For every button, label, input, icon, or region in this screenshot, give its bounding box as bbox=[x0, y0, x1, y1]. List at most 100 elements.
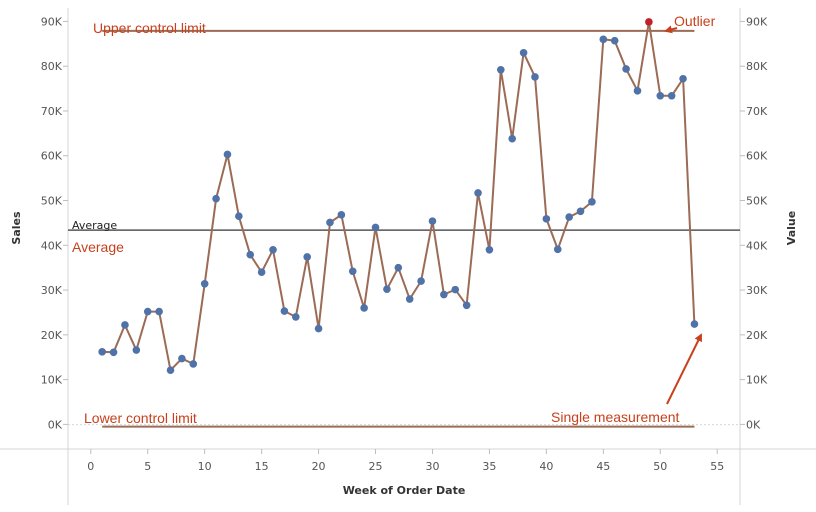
data-point[interactable] bbox=[132, 346, 141, 354]
y-tick-label-right: 20K bbox=[746, 329, 768, 342]
average-annotation: Average bbox=[72, 239, 124, 255]
outlier-point[interactable] bbox=[645, 18, 653, 26]
outlier-arrow bbox=[664, 25, 678, 34]
data-point[interactable] bbox=[656, 91, 665, 100]
data-point[interactable] bbox=[269, 245, 277, 254]
data-point[interactable] bbox=[519, 48, 528, 57]
x-tick-label: 0 bbox=[87, 460, 94, 473]
x-tick-label: 45 bbox=[596, 460, 610, 473]
y-axis-left: 0K 10K 20K 30K 40K 50K 60K 70K 80K 90K bbox=[41, 15, 68, 431]
data-point[interactable] bbox=[622, 65, 630, 73]
x-tick-label: 20 bbox=[312, 460, 326, 473]
data-point[interactable] bbox=[326, 218, 334, 227]
data-point[interactable] bbox=[383, 285, 391, 293]
data-point[interactable] bbox=[200, 279, 209, 288]
x-tick-label: 35 bbox=[482, 460, 496, 473]
data-point[interactable] bbox=[348, 267, 357, 276]
data-point[interactable] bbox=[235, 212, 243, 220]
data-point[interactable] bbox=[485, 245, 494, 254]
data-point[interactable] bbox=[371, 223, 380, 232]
y-axis-right: 0K 10K 20K 30K 40K 50K 60K 70K 80K 90K bbox=[740, 15, 768, 431]
data-point[interactable] bbox=[360, 304, 368, 312]
y-tick-label-right: 10K bbox=[746, 374, 768, 387]
y-tick-label-left: 20K bbox=[41, 329, 63, 342]
reference-lines bbox=[68, 29, 740, 428]
data-point[interactable] bbox=[588, 198, 596, 206]
data-point[interactable] bbox=[109, 348, 118, 357]
x-axis: 0 5 10 15 20 25 30 35 40 45 50 55 bbox=[87, 449, 724, 473]
single-measurement-arrow bbox=[666, 333, 702, 405]
y-tick-label-right: 60K bbox=[746, 150, 768, 163]
x-tick-label: 30 bbox=[425, 460, 439, 473]
data-point[interactable] bbox=[679, 74, 687, 83]
data-point[interactable] bbox=[178, 354, 186, 363]
data-point[interactable] bbox=[565, 213, 573, 221]
data-point[interactable] bbox=[223, 150, 232, 159]
data-point[interactable] bbox=[291, 313, 300, 321]
data-point[interactable] bbox=[690, 320, 699, 328]
data-point[interactable] bbox=[405, 295, 414, 303]
data-point[interactable] bbox=[497, 65, 505, 74]
data-point[interactable] bbox=[531, 73, 539, 81]
y-tick-label-right: 50K bbox=[746, 195, 768, 208]
data-point[interactable] bbox=[633, 87, 642, 95]
data-point[interactable] bbox=[155, 307, 163, 316]
data-point[interactable] bbox=[257, 268, 266, 276]
y-tick-label-left: 40K bbox=[41, 239, 63, 252]
x-tick-label: 40 bbox=[539, 460, 553, 473]
data-point[interactable] bbox=[166, 366, 175, 375]
data-point[interactable] bbox=[440, 290, 448, 299]
data-point[interactable] bbox=[667, 91, 676, 100]
data-point[interactable] bbox=[394, 263, 403, 272]
data-point[interactable] bbox=[417, 277, 425, 285]
data-point[interactable] bbox=[462, 301, 471, 310]
y-tick-label-right: 40K bbox=[746, 239, 768, 252]
data-point[interactable] bbox=[542, 215, 551, 223]
data-point[interactable] bbox=[98, 348, 106, 356]
series-layer bbox=[102, 21, 696, 373]
x-tick-label: 55 bbox=[710, 460, 724, 473]
data-point[interactable] bbox=[599, 35, 608, 44]
y-tick-label-left: 90K bbox=[41, 15, 63, 28]
data-point[interactable] bbox=[576, 207, 585, 216]
y-tick-label-left: 50K bbox=[41, 195, 63, 208]
y-tick-label-right: 0K bbox=[746, 418, 761, 431]
x-tick-label: 50 bbox=[653, 460, 667, 473]
y-axis-title-left: Sales bbox=[10, 211, 23, 245]
sales-series-line bbox=[102, 21, 696, 373]
y-tick-label-right: 90K bbox=[746, 15, 768, 28]
single-measurement-annotation: Single measurement bbox=[551, 409, 680, 425]
marker-layer bbox=[98, 18, 699, 375]
x-tick-label: 5 bbox=[144, 460, 151, 473]
average-line-label: Average bbox=[72, 219, 117, 232]
y-axis-title-right: Value bbox=[785, 211, 798, 245]
data-point[interactable] bbox=[212, 194, 220, 203]
data-point[interactable] bbox=[610, 36, 619, 45]
data-point[interactable] bbox=[143, 307, 152, 316]
y-tick-label-left: 70K bbox=[41, 105, 63, 118]
upper-control-limit-annotation: Upper control limit bbox=[93, 20, 206, 36]
y-tick-label-left: 30K bbox=[41, 284, 63, 297]
y-tick-label-right: 70K bbox=[746, 105, 768, 118]
data-point[interactable] bbox=[474, 189, 482, 197]
data-point[interactable] bbox=[553, 245, 562, 254]
data-point[interactable] bbox=[337, 211, 346, 219]
data-point[interactable] bbox=[280, 307, 289, 315]
data-point[interactable] bbox=[189, 360, 198, 368]
y-tick-label-right: 30K bbox=[746, 284, 768, 297]
data-point[interactable] bbox=[314, 324, 323, 333]
y-tick-label-left: 10K bbox=[41, 374, 63, 387]
x-tick-label: 15 bbox=[255, 460, 269, 473]
y-tick-label-right: 80K bbox=[746, 60, 768, 73]
x-tick-label: 10 bbox=[198, 460, 212, 473]
x-tick-label: 25 bbox=[369, 460, 383, 473]
data-point[interactable] bbox=[246, 250, 255, 259]
data-point[interactable] bbox=[428, 217, 437, 225]
data-point[interactable] bbox=[121, 321, 129, 329]
data-point[interactable] bbox=[303, 253, 311, 261]
data-point[interactable] bbox=[451, 285, 460, 294]
lower-control-limit-annotation: Lower control limit bbox=[84, 410, 197, 426]
data-point[interactable] bbox=[508, 134, 517, 143]
y-tick-label-left: 60K bbox=[41, 150, 63, 163]
